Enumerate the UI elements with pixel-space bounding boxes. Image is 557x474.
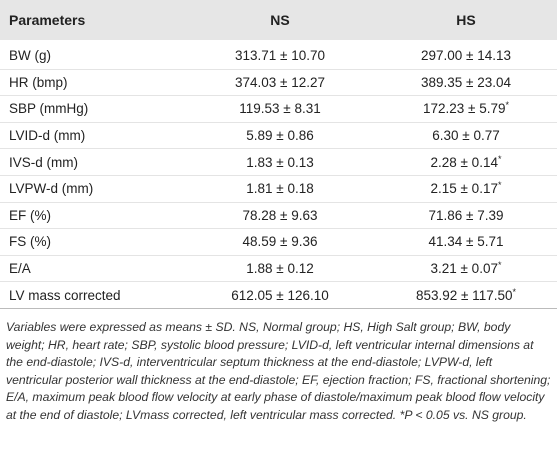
header-row: Parameters NS HS [0,0,557,40]
data-table: Parameters NS HS BW (g) 313.71 ± 10.70 297.0… [0,0,557,309]
significance-mark: * [497,180,502,191]
cell-text: 2.15 ± 0.17 [430,181,498,197]
table-cell: HR (bmp) [0,69,185,97]
cell-text: 1.83 ± 0.13 [246,154,314,170]
footnote: Variables were expressed as means ± SD. … [6,319,551,422]
table-row: HR (bmp) 374.03 ± 12.27 389.35 ± 23.04 [0,69,557,97]
cell-text: EF (%) [9,207,51,223]
cell-text: IVS-d (mm) [9,154,78,170]
table-cell: LVID-d (mm) [0,122,185,150]
cell-text: HR (bmp) [9,74,68,90]
table-cell: 1.88 ± 0.12 [185,255,375,283]
cell-text: 2.28 ± 0.14 [430,154,498,170]
table-row: IVS-d (mm) 1.83 ± 0.13 2.28 ± 0.14* [0,148,557,176]
table-cell: 389.35 ± 23.04 [375,69,557,97]
cell-text: LV mass corrected [9,287,121,303]
table-cell: 2.15 ± 0.17* [375,175,557,203]
cell-text: SBP (mmHg) [9,101,89,117]
table-cell: SBP (mmHg) [0,95,185,123]
table-cell: 297.00 ± 14.13 [375,40,557,70]
table-cell: 313.71 ± 10.70 [185,40,375,70]
cell-text: LVID-d (mm) [9,128,86,144]
header-cell: Parameters [0,0,185,40]
significance-mark: * [512,286,516,297]
cell-text: 71.86 ± 7.39 [428,207,504,223]
table-cell: 6.30 ± 0.77 [375,122,557,150]
table-cell: 1.81 ± 0.18 [185,175,375,203]
table-cell: 612.05 ± 126.10 [185,281,375,309]
cell-text: FS (%) [9,234,51,250]
table-cell: 2.28 ± 0.14* [375,148,557,176]
table-body: BW (g) 313.71 ± 10.70 297.00 ± 14.13 HR (bm… [0,40,557,309]
table-cell: E/A [0,255,185,283]
table-cell: FS (%) [0,228,185,256]
table-cell: EF (%) [0,202,185,230]
cell-text: E/A [9,261,31,277]
cell-text: 612.05 ± 126.10 [231,287,329,303]
table-row: SBP (mmHg) 119.53 ± 8.31 172.23 ± 5.79* [0,95,557,123]
table-row: FS (%) 48.59 ± 9.36 41.34 ± 5.71 [0,228,557,256]
cell-text: 5.89 ± 0.86 [246,128,314,144]
table-cell: BW (g) [0,40,185,70]
table-cell: 119.53 ± 8.31 [185,95,375,123]
table-cell: 48.59 ± 9.36 [185,228,375,256]
cell-text: 389.35 ± 23.04 [421,74,511,90]
cell-text: 1.81 ± 0.18 [246,181,314,197]
cell-text: 6.30 ± 0.77 [432,128,500,144]
table-row: LVPW-d (mm) 1.81 ± 0.18 2.15 ± 0.17* [0,175,557,203]
cell-text: 853.92 ± 117.50 [415,287,513,303]
cell-text: 78.28 ± 9.63 [242,207,318,223]
table-cell: 172.23 ± 5.79* [375,95,557,123]
cell-text: BW (g) [9,48,51,64]
table-cell: 1.83 ± 0.13 [185,148,375,176]
significance-mark: * [497,153,502,164]
cell-text: 313.71 ± 10.70 [235,48,325,64]
table-row: E/A 1.88 ± 0.12 3.21 ± 0.07* [0,255,557,283]
table-cell: 853.92 ± 117.50* [375,281,557,309]
table-cell: 41.34 ± 5.71 [375,228,557,256]
table-cell: 3.21 ± 0.07* [375,255,557,283]
table-row: BW (g) 313.71 ± 10.70 297.00 ± 14.13 [0,40,557,70]
significance-mark: * [497,260,502,271]
cell-text: LVPW-d (mm) [9,181,94,197]
table-cell: 71.86 ± 7.39 [375,202,557,230]
cell-text: 48.59 ± 9.36 [242,234,318,250]
table-header: Parameters NS HS [0,0,557,40]
header-cell: HS [375,0,557,40]
header-cell: NS [185,0,375,40]
table-cell: LVPW-d (mm) [0,175,185,203]
cell-text: 41.34 ± 5.71 [428,234,504,250]
cell-text: 374.03 ± 12.27 [235,74,325,90]
table-row: LV mass corrected 612.05 ± 126.10 853.92 ±… [0,281,557,309]
table-cell: 374.03 ± 12.27 [185,69,375,97]
significance-mark: * [505,100,509,111]
cell-text: 297.00 ± 14.13 [421,48,511,64]
cell-text: 3.21 ± 0.07 [430,261,498,277]
table-cell: LV mass corrected [0,281,185,309]
cell-text: 1.88 ± 0.12 [246,261,314,277]
table-cell: 5.89 ± 0.86 [185,122,375,150]
table-row: LVID-d (mm) 5.89 ± 0.86 6.30 ± 0.77 [0,122,557,150]
table-cell: 78.28 ± 9.63 [185,202,375,230]
cell-text: 172.23 ± 5.79 [423,101,506,117]
table-row: EF (%) 78.28 ± 9.63 71.86 ± 7.39 [0,202,557,230]
table-cell: IVS-d (mm) [0,148,185,176]
cell-text: 119.53 ± 8.31 [239,101,321,117]
